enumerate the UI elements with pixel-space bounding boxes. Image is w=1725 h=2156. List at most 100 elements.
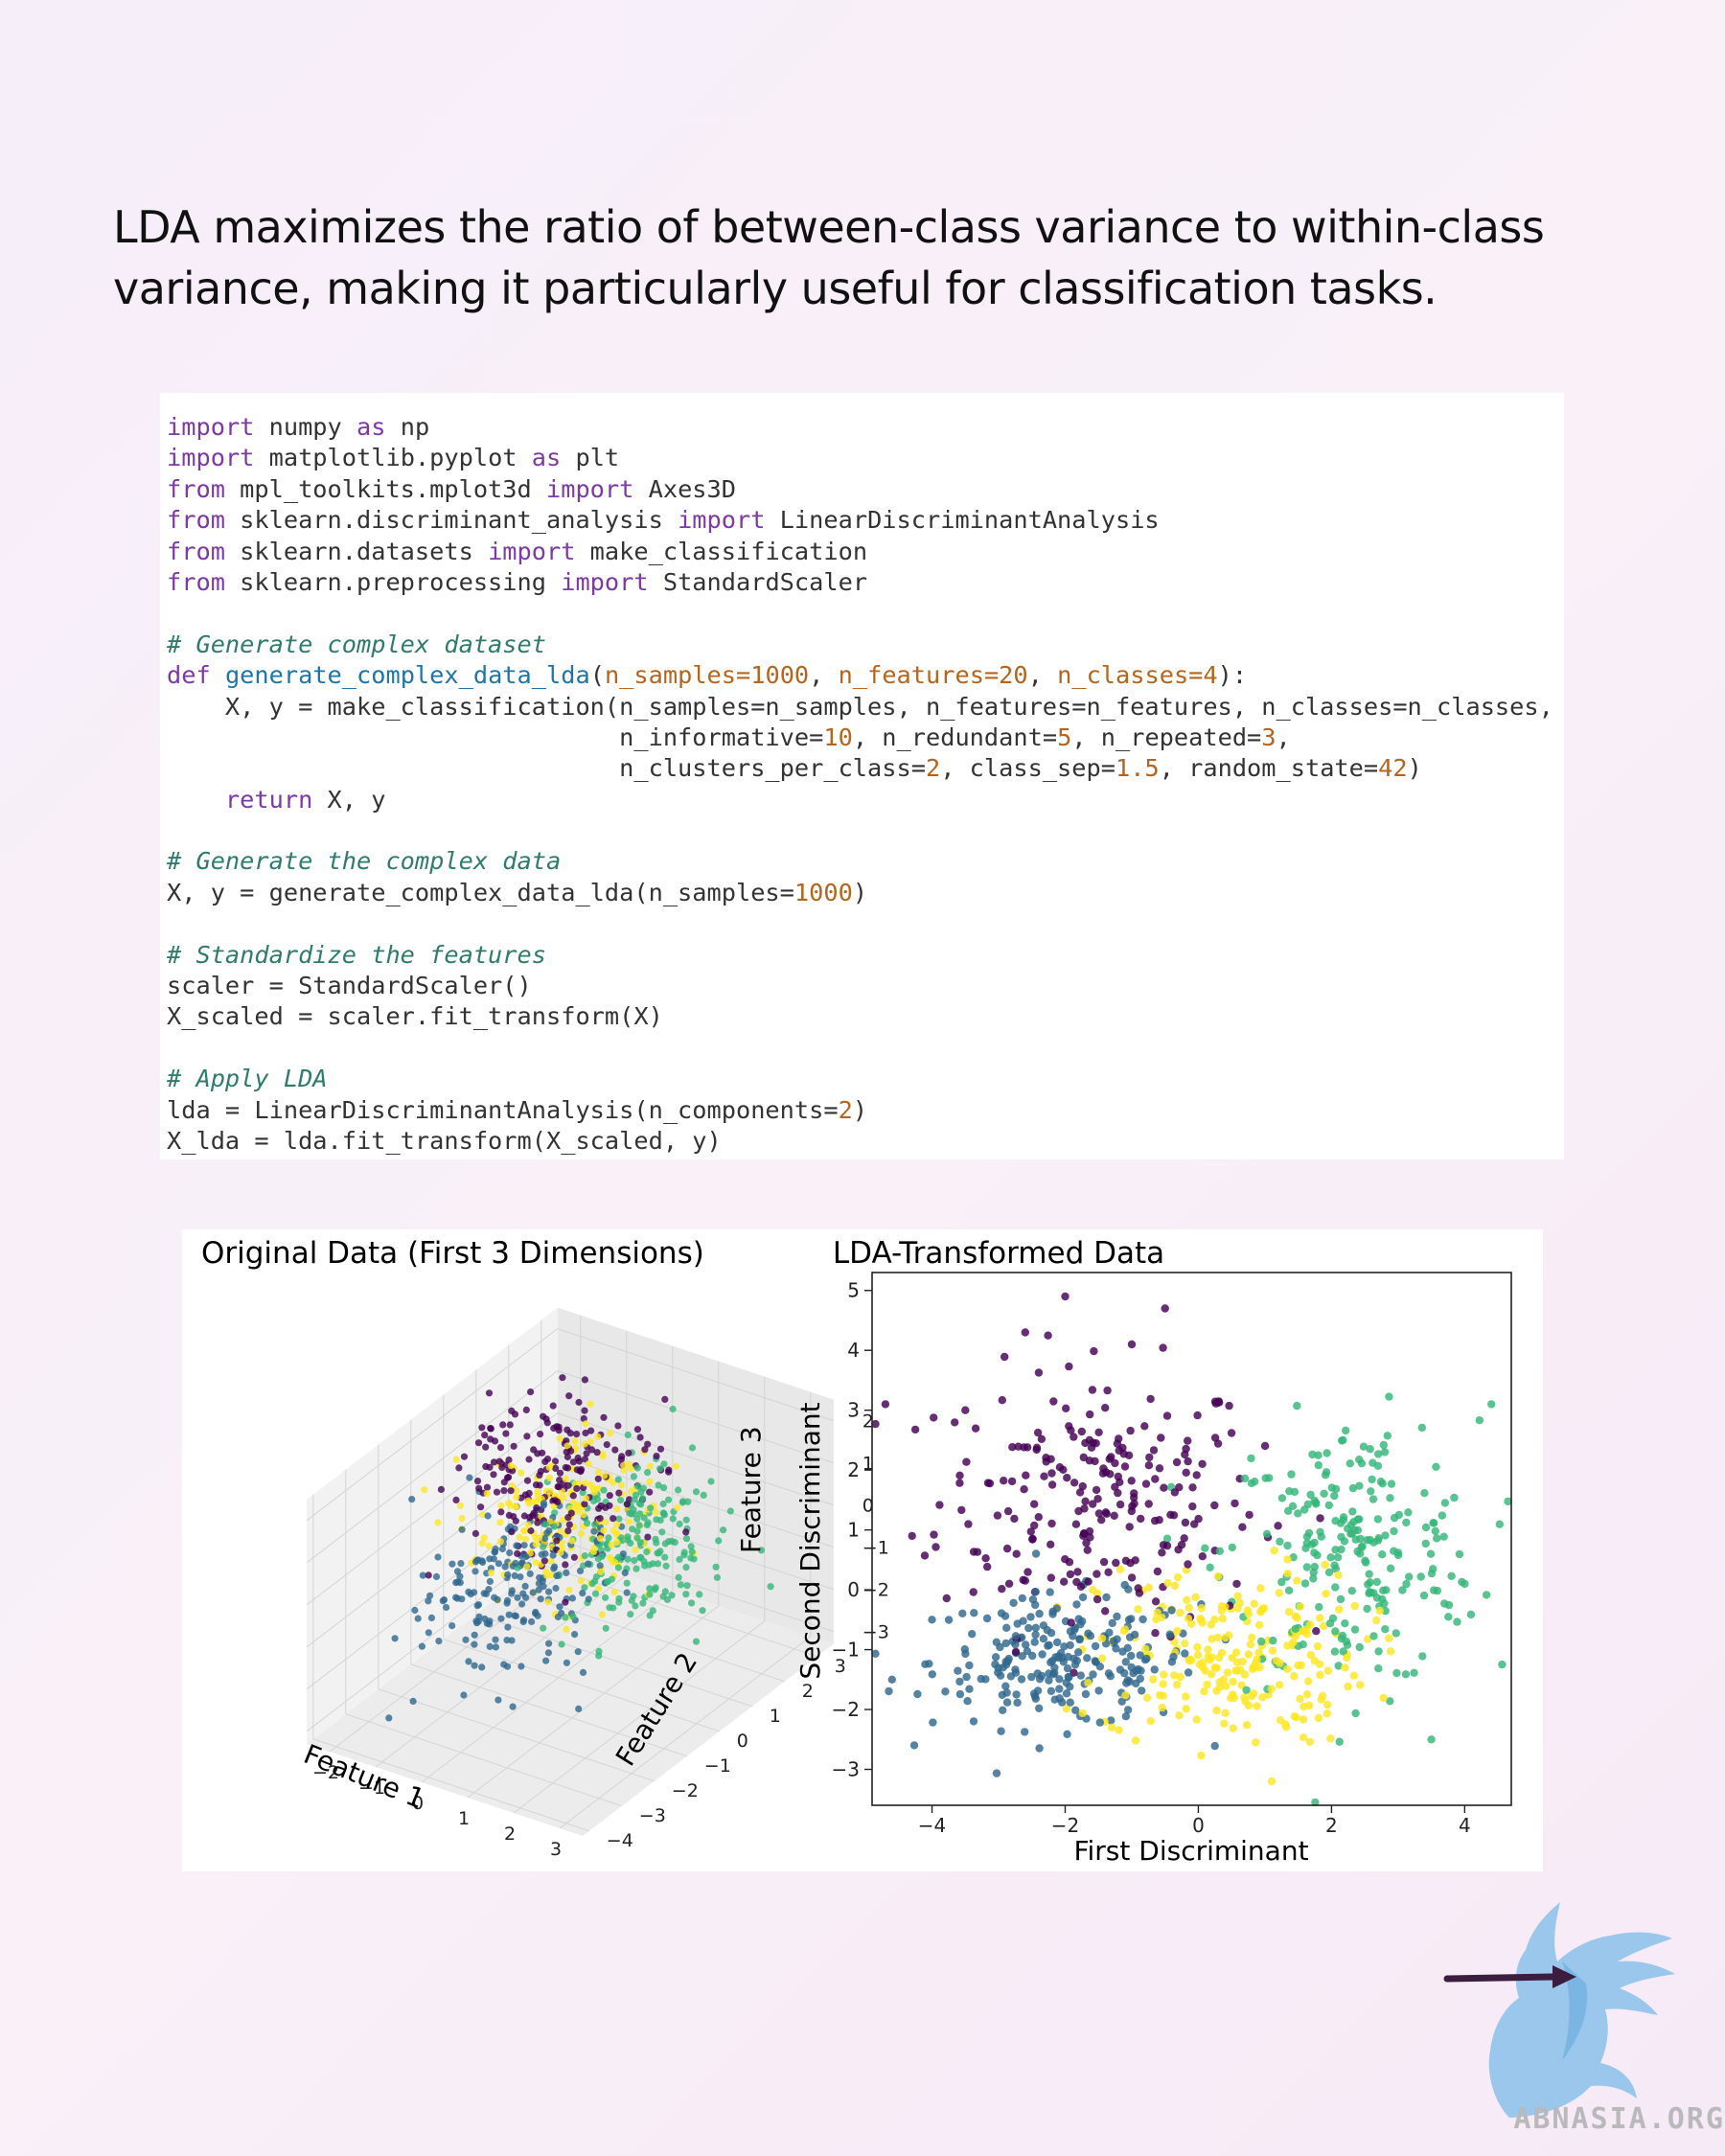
lda-point-class-0: [1159, 1343, 1167, 1352]
original-point-class-0: [567, 1447, 575, 1455]
lda-point-class-0: [951, 1418, 959, 1427]
original-point-class-0: [540, 1557, 548, 1565]
lda-point-class-0: [1082, 1538, 1091, 1548]
original-point-class-0: [478, 1424, 486, 1432]
plot-3d-points: [385, 1374, 774, 1722]
lda-point-class-1: [1031, 1630, 1040, 1640]
lda-point-class-1: [1142, 1654, 1151, 1663]
original-point-class-1: [432, 1572, 441, 1580]
lda-point-class-1: [1113, 1612, 1121, 1621]
lda-point-class-2: [1504, 1497, 1512, 1506]
lda-point-class-0: [1115, 1446, 1123, 1455]
y-tick-label: 4: [847, 1339, 860, 1362]
lda-point-class-0: [1104, 1568, 1113, 1576]
lda-point-class-3: [1204, 1645, 1212, 1654]
lda-point-class-0: [983, 1562, 992, 1571]
original-point-class-1: [471, 1631, 478, 1639]
code-line: return X, y: [167, 785, 1553, 815]
lda-point-class-2: [1401, 1670, 1411, 1679]
code-line: from sklearn.datasets import make_classi…: [167, 537, 1553, 567]
plot-3d-grid: [306, 1315, 834, 1832]
z-tick-label: 0: [862, 1496, 874, 1517]
original-point-class-1: [483, 1619, 491, 1627]
lda-point-class-0: [1140, 1422, 1149, 1431]
code-token: 5: [1057, 722, 1072, 751]
lda-point-class-2: [1455, 1549, 1464, 1559]
lda-point-class-0: [1192, 1471, 1201, 1479]
original-point-class-0: [587, 1427, 595, 1434]
original-point-class-3: [496, 1519, 504, 1526]
lda-point-class-1: [961, 1649, 970, 1659]
lda-point-class-2: [1262, 1529, 1272, 1538]
lda-point-class-0: [1127, 1477, 1136, 1485]
lda-point-class-0: [1184, 1560, 1192, 1569]
lda-point-class-2: [1346, 1459, 1355, 1468]
original-point-class-0: [499, 1421, 507, 1429]
original-point-class-2: [591, 1521, 599, 1528]
original-point-class-0: [425, 1571, 432, 1579]
lda-point-class-2: [1386, 1494, 1394, 1502]
original-point-class-3: [534, 1492, 541, 1500]
code-token: import: [561, 567, 649, 596]
original-point-class-2: [631, 1556, 638, 1565]
lda-point-class-2: [1351, 1709, 1360, 1718]
lda-point-class-2: [1350, 1625, 1360, 1634]
original-point-class-2: [658, 1528, 666, 1536]
plot-2d-ylabel: Second Discriminant: [794, 1402, 826, 1679]
original-point-class-1: [529, 1589, 537, 1596]
original-point-class-0: [573, 1431, 581, 1438]
lda-point-class-2: [1326, 1553, 1335, 1562]
y-tick-label: 5: [847, 1279, 860, 1302]
code-line: from sklearn.discriminant_analysis impor…: [167, 505, 1553, 536]
arrow-icon: [1443, 1965, 1576, 1988]
lda-point-class-1: [963, 1697, 972, 1706]
lda-point-class-3: [1183, 1595, 1191, 1604]
code-token: Axes3D: [633, 474, 736, 503]
original-point-class-1: [439, 1597, 447, 1605]
lda-point-class-0: [1312, 1627, 1321, 1636]
lda-point-class-2: [1331, 1565, 1341, 1573]
original-point-class-1: [452, 1579, 460, 1587]
original-point-class-0: [653, 1453, 660, 1460]
original-point-class-1: [385, 1714, 393, 1722]
lda-point-class-1: [1045, 1676, 1053, 1685]
original-point-class-1: [541, 1534, 549, 1543]
original-point-class-2: [637, 1488, 645, 1496]
lda-point-class-0: [1092, 1570, 1101, 1578]
lda-point-class-0: [935, 1501, 944, 1509]
original-point-class-2: [643, 1548, 651, 1556]
lda-point-class-0: [957, 1505, 966, 1515]
lda-point-class-1: [1083, 1654, 1092, 1663]
original-point-class-3: [594, 1433, 602, 1440]
lda-point-class-0: [1088, 1386, 1097, 1394]
original-point-class-1: [453, 1568, 462, 1575]
original-point-class-1: [545, 1588, 553, 1595]
original-point-class-0: [540, 1412, 547, 1420]
original-point-class-3: [613, 1538, 621, 1546]
lda-point-class-2: [1277, 1494, 1287, 1502]
lda-point-class-0: [998, 1396, 1006, 1405]
lda-point-class-2: [1330, 1647, 1340, 1656]
lda-point-class-0: [930, 1530, 938, 1539]
original-point-class-1: [571, 1631, 579, 1639]
original-point-class-3: [601, 1472, 609, 1479]
lda-point-class-3: [1175, 1711, 1184, 1720]
lda-point-class-2: [1378, 1550, 1387, 1559]
original-point-class-1: [575, 1705, 583, 1712]
lda-point-class-1: [1165, 1630, 1174, 1639]
lda-point-class-2: [1482, 1591, 1491, 1599]
lda-point-class-1: [992, 1769, 1001, 1778]
lda-point-class-0: [981, 1554, 990, 1563]
code-token: sklearn.preprocessing: [224, 567, 562, 596]
lda-point-class-3: [1316, 1670, 1324, 1680]
lda-point-class-1: [1031, 1623, 1040, 1632]
lda-point-class-3: [1302, 1690, 1312, 1699]
original-point-class-2: [699, 1607, 706, 1615]
lda-point-class-3: [1293, 1576, 1301, 1585]
original-point-class-1: [434, 1553, 442, 1561]
original-point-class-1: [478, 1663, 486, 1671]
lda-point-class-0: [1061, 1292, 1070, 1301]
code-token: 10: [823, 722, 853, 751]
original-point-class-3: [596, 1535, 605, 1543]
original-point-class-1: [435, 1638, 443, 1645]
